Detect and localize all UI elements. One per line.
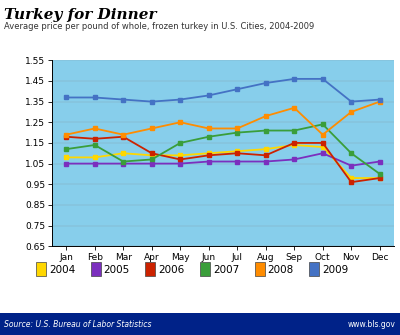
Text: Average price per pound of whole, frozen turkey in U.S. Cities, 2004-2009: Average price per pound of whole, frozen… <box>4 22 314 31</box>
Text: 2006: 2006 <box>158 265 184 275</box>
Text: Turkey for Dinner: Turkey for Dinner <box>4 8 156 22</box>
Text: 2005: 2005 <box>104 265 130 275</box>
Text: 2007: 2007 <box>213 265 239 275</box>
Text: 2008: 2008 <box>268 265 294 275</box>
Text: www.bls.gov: www.bls.gov <box>348 320 396 329</box>
Text: 2004: 2004 <box>49 265 75 275</box>
Text: Source: U.S. Bureau of Labor Statistics: Source: U.S. Bureau of Labor Statistics <box>4 320 152 329</box>
Text: 2009: 2009 <box>322 265 348 275</box>
